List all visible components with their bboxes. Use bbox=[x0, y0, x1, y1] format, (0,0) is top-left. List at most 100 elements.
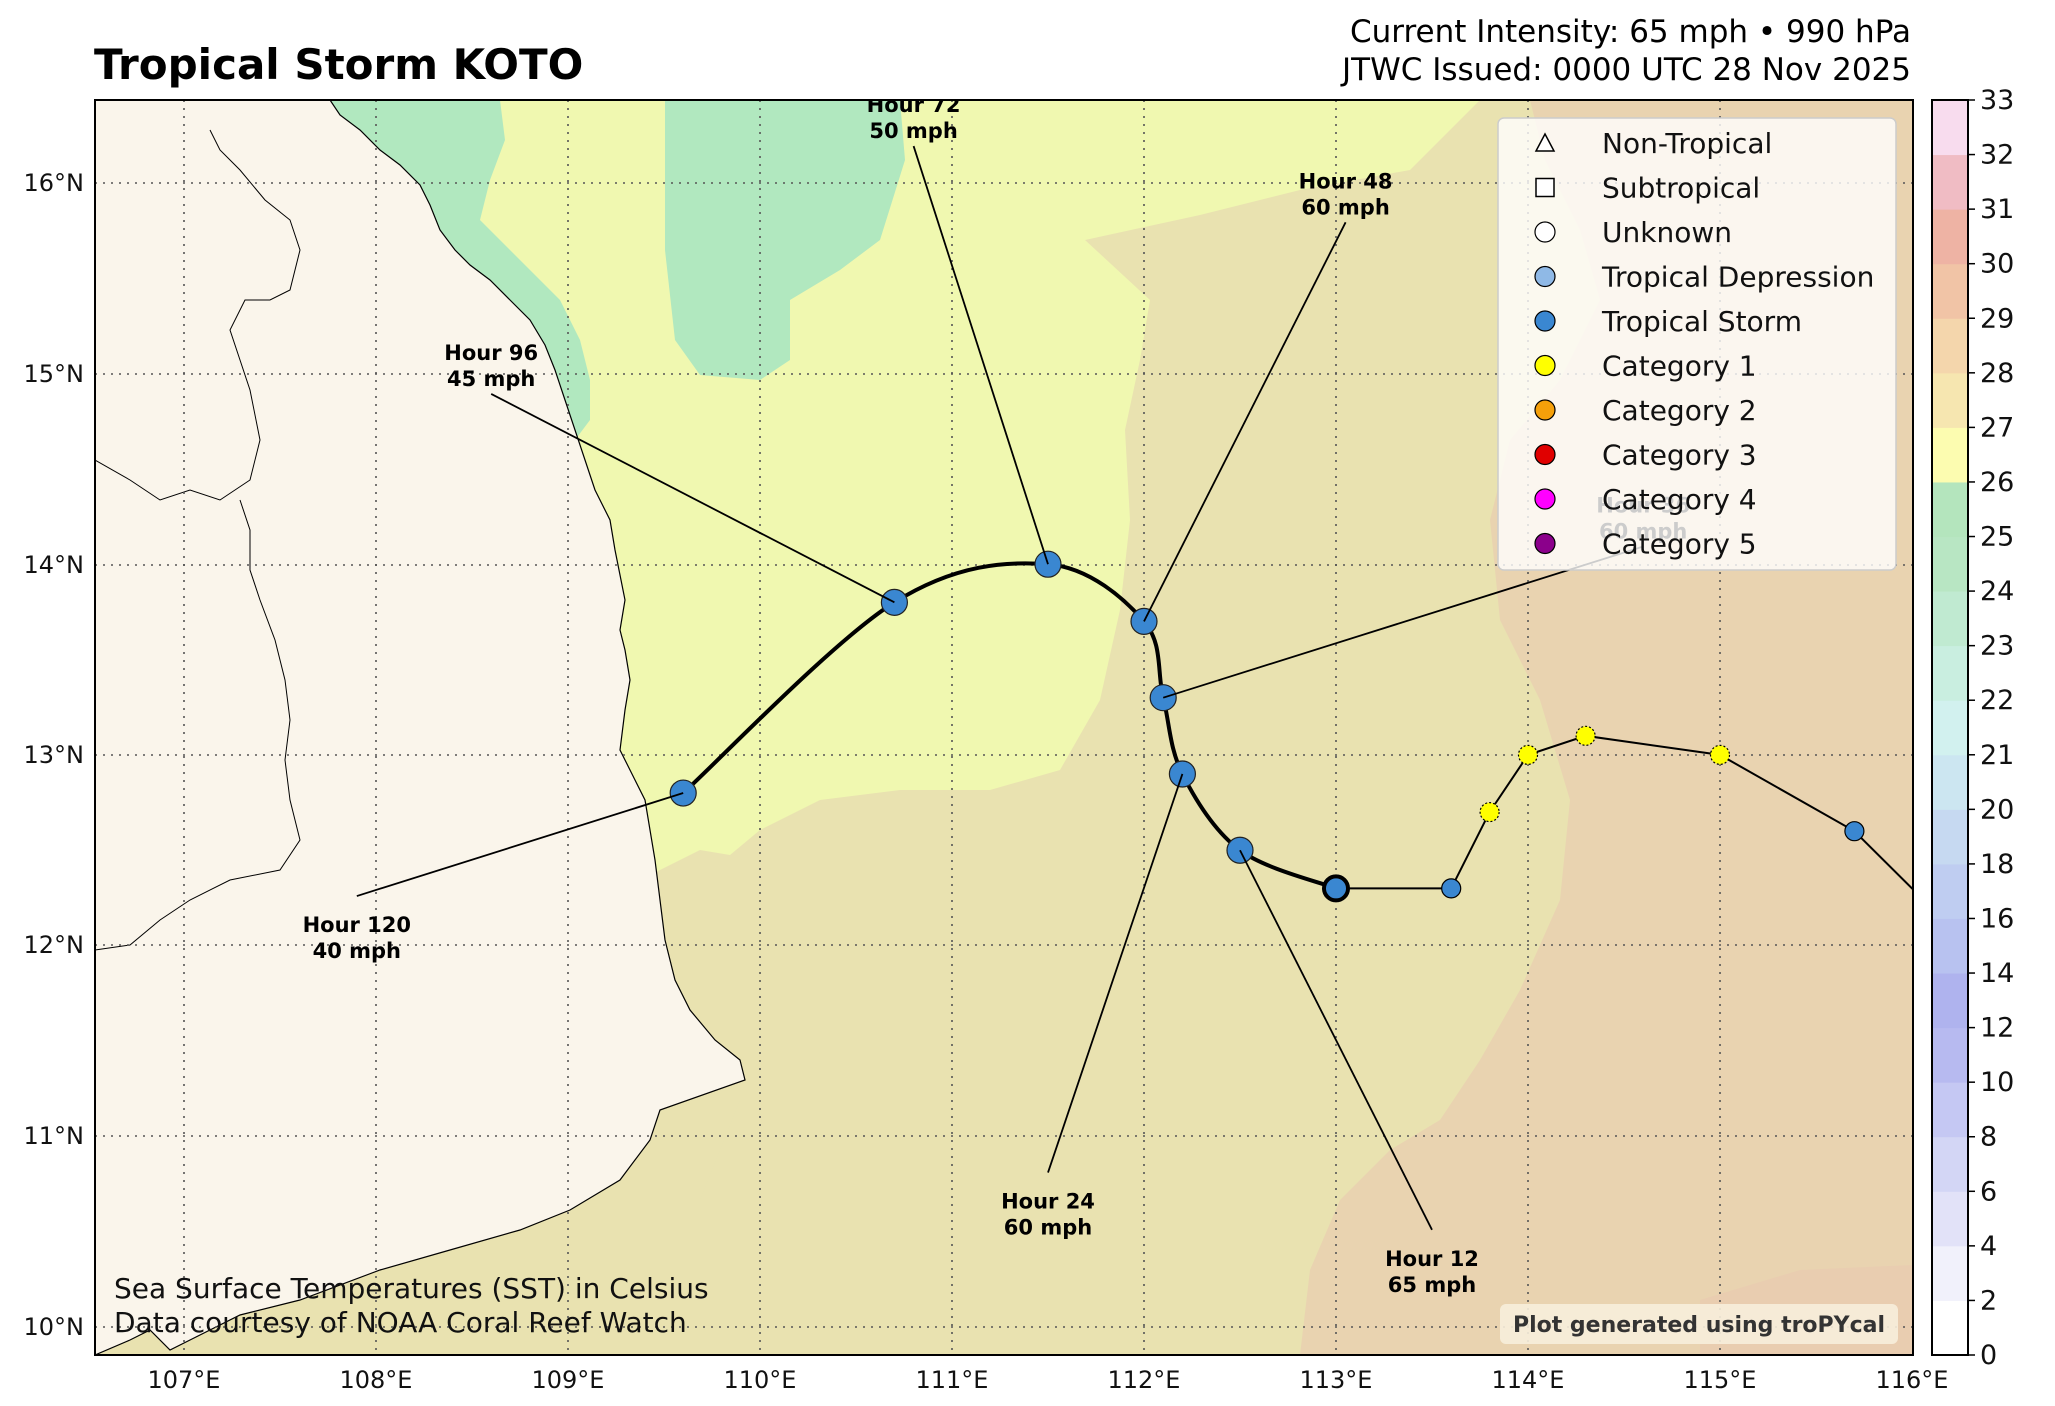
colorbar-frame bbox=[1931, 99, 1969, 1356]
sst-note-line2: Data courtesy of NOAA Coral Reef Watch bbox=[114, 1306, 687, 1339]
forecast-label-hour: Hour 96 bbox=[444, 341, 538, 365]
forecast-label-wind: 50 mph bbox=[869, 119, 957, 143]
forecast-label-hour: Hour 48 bbox=[1299, 169, 1393, 193]
legend-label: Subtropical bbox=[1602, 172, 1760, 205]
forecast-label-hour: Hour 120 bbox=[303, 913, 411, 937]
colorbar-segment bbox=[1932, 918, 1968, 974]
colorbar-segment bbox=[1932, 481, 1968, 538]
legend-symbol-square bbox=[1535, 177, 1555, 198]
colorbar-segment bbox=[1932, 591, 1968, 647]
colorbar-segment bbox=[1932, 645, 1968, 701]
legend-box bbox=[1497, 117, 1897, 571]
lat-tick-label: 16°N bbox=[24, 169, 85, 197]
forecast-leader-line bbox=[1239, 849, 1433, 1231]
colorbar-label: 30 bbox=[1980, 249, 2014, 280]
forecast-leader-line bbox=[1162, 545, 1644, 699]
colorbar-label: 22 bbox=[1980, 685, 2014, 716]
legend-label: Category 5 bbox=[1602, 528, 1757, 561]
lat-tick-label: 14°N bbox=[24, 551, 85, 579]
current-position-marker[interactable] bbox=[1322, 874, 1350, 903]
past-track-point[interactable] bbox=[1575, 725, 1596, 746]
current-intensity: Current Intensity: 65 mph • 990 hPa bbox=[1349, 14, 1911, 50]
colorbar-label: 10 bbox=[1980, 1067, 2014, 1098]
forecast-leader-line bbox=[1143, 221, 1347, 622]
forecast-label-wind: 60 mph bbox=[1004, 1216, 1092, 1240]
colorbar-label: 21 bbox=[1980, 740, 2014, 771]
colorbar-segment bbox=[1932, 154, 1968, 210]
border-line-south bbox=[95, 499, 301, 951]
colorbar-label: 2 bbox=[1980, 1285, 1997, 1316]
lon-tick-label: 113°E bbox=[1300, 1366, 1373, 1394]
colorbar-label: 4 bbox=[1980, 1231, 1997, 1262]
past-track-point[interactable] bbox=[1517, 744, 1539, 766]
colorbar-segment bbox=[1932, 863, 1968, 919]
legend-symbol-circle bbox=[1534, 488, 1556, 510]
sst-note-line1: Sea Surface Temperatures (SST) in Celsiu… bbox=[114, 1272, 709, 1305]
forecast-leader-line bbox=[356, 792, 684, 897]
legend-symbol-circle bbox=[1534, 310, 1556, 332]
colorbar-segment bbox=[1932, 372, 1968, 428]
tropycal-credit: Plot generated using troPYcal bbox=[1513, 1313, 1885, 1338]
legend-symbol-circle bbox=[1534, 265, 1556, 288]
forecast-leader-line bbox=[1047, 773, 1184, 1173]
past-track-point[interactable] bbox=[1709, 744, 1731, 766]
legend-label: Non-Tropical bbox=[1602, 127, 1772, 160]
forecast-label-wind: 45 mph bbox=[447, 367, 535, 391]
lon-tick-label: 107°E bbox=[148, 1366, 221, 1394]
forecast-label-wind: 60 mph bbox=[1301, 195, 1389, 219]
colorbar-label: 28 bbox=[1980, 358, 2014, 389]
lat-tick-label: 15°N bbox=[24, 360, 85, 388]
colorbar-label: 12 bbox=[1980, 1013, 2014, 1044]
colorbar-label: 14 bbox=[1980, 958, 2014, 989]
colorbar-segment bbox=[1932, 263, 1968, 319]
colorbar-segment bbox=[1932, 1300, 1968, 1356]
forecast-label-hour: Hour 72 bbox=[867, 93, 961, 117]
colorbar-segment bbox=[1932, 209, 1968, 265]
colorbar-segment bbox=[1932, 536, 1968, 592]
colorbar-segment bbox=[1932, 318, 1968, 374]
issued-time: JTWC Issued: 0000 UTC 28 Nov 2025 bbox=[1342, 52, 1911, 88]
colorbar-segment bbox=[1932, 754, 1968, 810]
lon-tick-label: 116°E bbox=[1876, 1366, 1949, 1394]
lat-tick-label: 10°N bbox=[24, 1313, 85, 1341]
past-track-point[interactable] bbox=[1441, 878, 1462, 899]
colorbar-segment bbox=[1932, 1191, 1968, 1247]
legend: Non-Tropical Subtropical Unknown Tropical D… bbox=[1497, 117, 1897, 571]
colorbar-label: 29 bbox=[1980, 303, 2014, 334]
colorbar-label: 31 bbox=[1980, 194, 2014, 225]
forecast-leader-line bbox=[490, 393, 895, 604]
colorbar-label: 33 bbox=[1980, 85, 2014, 116]
colorbar-label: 0 bbox=[1980, 1340, 1997, 1371]
colorbar-segment bbox=[1932, 100, 1968, 156]
colorbar-label: 25 bbox=[1980, 522, 2014, 553]
lon-tick-labels: 107°E 108°E 109°E 110°E 111°E 112°E 113°… bbox=[148, 1366, 1949, 1394]
colorbar-segment bbox=[1932, 1245, 1968, 1301]
land-mass bbox=[95, 100, 746, 1355]
colorbar-label: 6 bbox=[1980, 1176, 1997, 1207]
credit-box bbox=[1500, 1304, 1898, 1344]
colorbar-label: 26 bbox=[1980, 467, 2014, 498]
colorbar-segment bbox=[1932, 809, 1968, 865]
colorbar-label: 16 bbox=[1980, 903, 2014, 934]
colorbar-segment bbox=[1932, 1027, 1968, 1083]
sst-25-offshore-region bbox=[665, 100, 905, 380]
forecast-leader-line bbox=[912, 145, 1049, 565]
border-line bbox=[95, 129, 301, 501]
lon-tick-label: 108°E bbox=[340, 1366, 413, 1394]
colorbar-label: 20 bbox=[1980, 794, 2014, 825]
legend-label: Category 1 bbox=[1602, 350, 1757, 383]
lon-tick-label: 109°E bbox=[532, 1366, 605, 1394]
colorbar-segment bbox=[1932, 427, 1968, 483]
lat-tick-label: 11°N bbox=[24, 1122, 85, 1150]
legend-label: Category 3 bbox=[1602, 439, 1757, 472]
past-track-point[interactable] bbox=[1479, 802, 1500, 823]
past-track-line bbox=[1336, 734, 1913, 891]
past-track-point[interactable] bbox=[1844, 821, 1865, 842]
legend-label: Unknown bbox=[1602, 216, 1732, 249]
colorbar-segment bbox=[1932, 1082, 1968, 1138]
legend-symbol-circle bbox=[1534, 532, 1556, 555]
colorbar-label: 32 bbox=[1980, 140, 2014, 171]
legend-symbol-circle bbox=[1534, 399, 1556, 421]
colorbar-segment bbox=[1932, 700, 1968, 756]
